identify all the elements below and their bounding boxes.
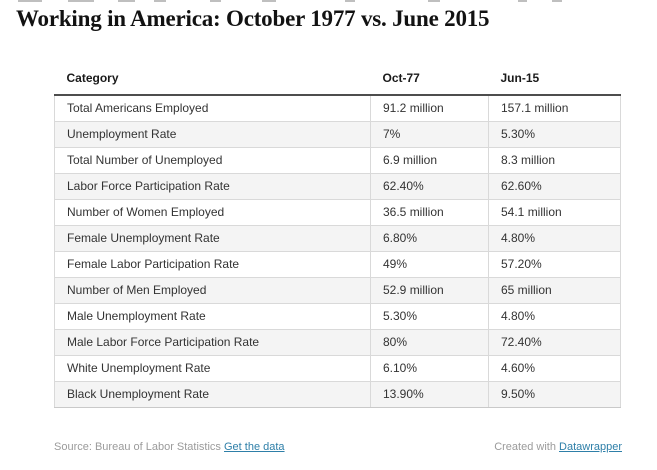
value-oct77: 7% <box>370 121 489 148</box>
row-category: Female Labor Participation Rate <box>54 251 371 278</box>
value-jun15: 54.1 million <box>488 199 621 226</box>
table-row: Male Unemployment Rate 5.30% 4.80% <box>54 303 621 330</box>
cropped-text-artifact <box>154 0 166 2</box>
datawrapper-link[interactable]: Datawrapper <box>559 441 622 453</box>
row-category: Male Unemployment Rate <box>54 303 371 330</box>
chart-footer: Source: Bureau of Labor Statistics Get t… <box>54 441 622 453</box>
row-category: Labor Force Participation Rate <box>54 173 371 200</box>
value-oct77: 6.9 million <box>370 147 489 174</box>
value-oct77: 52.9 million <box>370 277 489 304</box>
table-row: Number of Men Employed 52.9 million 65 mil… <box>54 277 621 304</box>
cropped-text-artifact <box>68 0 94 2</box>
cropped-text-artifact <box>210 0 221 2</box>
source-label: Source: Bureau of Labor Statistics <box>54 441 221 453</box>
value-jun15: 57.20% <box>488 251 621 278</box>
source-note: Source: Bureau of Labor Statistics Get t… <box>54 441 285 453</box>
value-jun15: 65 million <box>488 277 621 304</box>
row-category: White Unemployment Rate <box>54 355 371 382</box>
cropped-text-artifact <box>518 0 527 2</box>
column-header-category: Category <box>54 64 371 95</box>
cropped-text-artifact <box>262 0 276 2</box>
cropped-text-artifact <box>118 0 135 2</box>
get-the-data-link[interactable]: Get the data <box>224 441 285 453</box>
row-category: Number of Women Employed <box>54 199 371 226</box>
value-oct77: 80% <box>370 329 489 356</box>
value-oct77: 6.10% <box>370 355 489 382</box>
table-row: Female Labor Participation Rate 49% 57.20% <box>54 251 621 278</box>
value-jun15: 4.80% <box>488 225 621 252</box>
row-category: Male Labor Force Participation Rate <box>54 329 371 356</box>
value-jun15: 5.30% <box>488 121 621 148</box>
row-category: Total Americans Employed <box>54 94 371 122</box>
table-row: Total Americans Employed 91.2 million 157.… <box>54 94 621 122</box>
credit-label: Created with <box>494 441 556 453</box>
table-row: Black Unemployment Rate 13.90% 9.50% <box>54 381 621 408</box>
value-jun15: 9.50% <box>488 381 621 408</box>
table-header-row: Category Oct-77 Jun-15 <box>54 64 621 95</box>
column-header-oct77: Oct-77 <box>370 64 489 95</box>
row-category: Total Number of Unemployed <box>54 147 371 174</box>
value-oct77: 5.30% <box>370 303 489 330</box>
table-row: Unemployment Rate 7% 5.30% <box>54 121 621 148</box>
value-oct77: 36.5 million <box>370 199 489 226</box>
value-jun15: 4.60% <box>488 355 621 382</box>
row-category: Unemployment Rate <box>54 121 371 148</box>
column-header-jun15: Jun-15 <box>488 64 621 95</box>
table-row: Number of Women Employed 36.5 million 54.1… <box>54 199 621 226</box>
credit-note: Created with Datawrapper <box>494 441 622 453</box>
value-oct77: 62.40% <box>370 173 489 200</box>
data-table-container: Category Oct-77 Jun-15 Total Americans E… <box>54 64 621 408</box>
table-row: Total Number of Unemployed 6.9 million 8.3… <box>54 147 621 174</box>
value-jun15: 8.3 million <box>488 147 621 174</box>
table-row: Male Labor Force Participation Rate 80% 72… <box>54 329 621 356</box>
table-row: Female Unemployment Rate 6.80% 4.80% <box>54 225 621 252</box>
value-jun15: 4.80% <box>488 303 621 330</box>
table-header: Category Oct-77 Jun-15 <box>54 64 621 95</box>
value-oct77: 91.2 million <box>370 94 489 122</box>
row-category: Female Unemployment Rate <box>54 225 371 252</box>
value-oct77: 6.80% <box>370 225 489 252</box>
value-oct77: 49% <box>370 251 489 278</box>
value-oct77: 13.90% <box>370 381 489 408</box>
table-row: White Unemployment Rate 6.10% 4.60% <box>54 355 621 382</box>
cropped-text-artifact <box>345 0 355 2</box>
chart-title: Working in America: October 1977 vs. Jun… <box>16 6 490 31</box>
cropped-text-artifact <box>428 0 440 2</box>
value-jun15: 72.40% <box>488 329 621 356</box>
table-row: Labor Force Participation Rate 62.40% 62.6… <box>54 173 621 200</box>
row-category: Number of Men Employed <box>54 277 371 304</box>
data-table: Category Oct-77 Jun-15 Total Americans E… <box>54 64 621 408</box>
table-body: Total Americans Employed 91.2 million 157.… <box>54 94 621 408</box>
cropped-text-artifact <box>18 0 42 2</box>
cropped-text-artifact <box>552 0 562 2</box>
value-jun15: 62.60% <box>488 173 621 200</box>
value-jun15: 157.1 million <box>488 94 621 122</box>
row-category: Black Unemployment Rate <box>54 381 371 408</box>
